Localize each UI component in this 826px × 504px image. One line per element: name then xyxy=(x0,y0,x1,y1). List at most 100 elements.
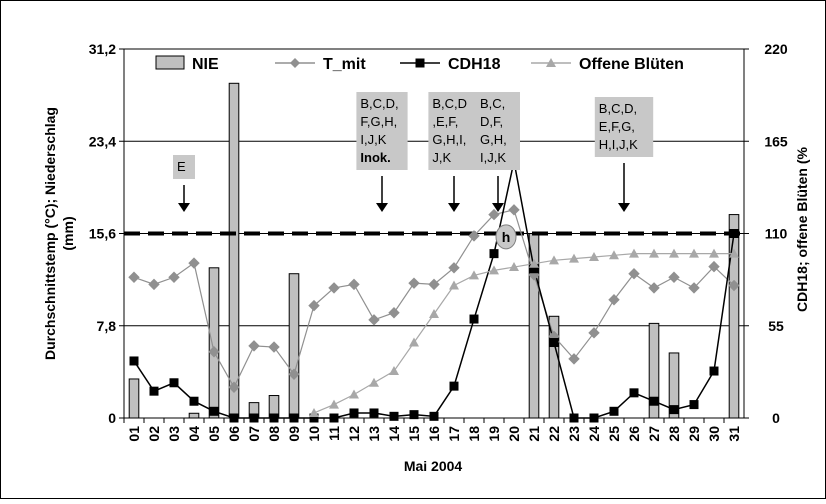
annotation-text: E xyxy=(177,159,186,174)
y-left-axis-title: Durchschnittstemp (°C); Niederschlag xyxy=(42,107,58,360)
point-cdh18 xyxy=(549,338,559,348)
x-tick-label: 13 xyxy=(366,426,382,442)
legend-label: T_mit xyxy=(323,56,366,73)
point-offene-bl-ten xyxy=(589,251,599,261)
point-t-mit xyxy=(408,277,420,289)
point-t-mit xyxy=(488,208,500,221)
x-tick-label: 15 xyxy=(406,426,422,442)
point-offene-bl-ten xyxy=(429,309,439,319)
annotation-text: B,C,D xyxy=(432,96,467,111)
point-t-mit xyxy=(328,282,340,294)
point-offene-bl-ten xyxy=(669,248,679,258)
y-left-tick-label: 23,4 xyxy=(89,133,116,149)
y-left-tick-label: 7,8 xyxy=(97,318,117,334)
point-t-mit xyxy=(648,282,660,294)
x-tick-label: 14 xyxy=(386,426,402,442)
bar-nie xyxy=(648,322,660,419)
point-t-mit xyxy=(208,346,220,358)
annotation-arrow-head xyxy=(492,203,504,212)
y-left-axis-title-line2: (mm) xyxy=(60,216,76,250)
point-cdh18 xyxy=(249,413,259,423)
annotation-3: B,C, D,F, G,H, I,J,K xyxy=(476,92,520,212)
x-tick-label: 20 xyxy=(506,426,522,442)
point-cdh18 xyxy=(189,396,199,406)
y-right-tick-label: 110 xyxy=(765,226,788,242)
point-cdh18 xyxy=(589,413,599,423)
point-offene-bl-ten xyxy=(709,248,719,258)
point-offene-bl-ten xyxy=(529,258,539,268)
annotation-text: D,F, xyxy=(480,114,503,129)
bar-nie xyxy=(668,352,680,419)
point-offene-bl-ten xyxy=(569,253,579,263)
x-tick-label: 31 xyxy=(726,426,742,442)
point-t-mit xyxy=(588,327,600,339)
point-offene-bl-ten xyxy=(389,366,399,376)
annotation-arrow-head xyxy=(376,203,388,212)
x-tick-label: 05 xyxy=(206,426,222,442)
y-right-axis-title: CDH18; offene Blüten (% xyxy=(794,147,810,312)
point-t-mit xyxy=(708,260,720,273)
point-t-mit xyxy=(508,204,520,216)
y-left-tick-label: 15,6 xyxy=(89,226,116,242)
legend-item-t-mit: T_mit xyxy=(275,56,366,73)
point-t-mit xyxy=(428,278,440,291)
x-tick-label: 01 xyxy=(126,426,142,442)
legend-marker-t-mit xyxy=(290,58,300,68)
point-cdh18 xyxy=(609,406,619,416)
bar-nie xyxy=(548,315,560,419)
x-tick-label: 10 xyxy=(306,426,322,442)
point-t-mit xyxy=(568,353,580,365)
x-tick-label: 03 xyxy=(166,426,182,442)
point-offene-bl-ten xyxy=(549,255,559,265)
y-right-tick-label: 220 xyxy=(764,41,788,57)
annotation-text: B,C, xyxy=(480,96,505,111)
annotation-text: H,I,J,K xyxy=(599,137,638,152)
x-tick-label: 18 xyxy=(466,426,482,442)
x-tick-label: 07 xyxy=(246,426,262,442)
point-cdh18 xyxy=(209,406,219,416)
point-cdh18 xyxy=(269,413,279,423)
point-cdh18 xyxy=(649,396,659,406)
x-tick-label: 12 xyxy=(346,426,362,442)
legend-marker-cdh18 xyxy=(415,58,425,68)
point-t-mit xyxy=(448,262,460,274)
legend-label: CDH18 xyxy=(448,56,501,73)
annotation-text: I,J,K xyxy=(480,150,506,165)
x-tick-label: 16 xyxy=(426,426,442,442)
point-t-mit xyxy=(728,279,740,292)
point-cdh18 xyxy=(309,413,319,423)
point-cdh18 xyxy=(669,405,679,415)
legend-item-nie: NIE xyxy=(155,55,219,73)
point-cdh18 xyxy=(289,413,299,423)
point-t-mit xyxy=(688,282,700,294)
x-tick-label: 29 xyxy=(686,426,702,442)
x-tick-label: 26 xyxy=(626,426,642,442)
point-t-mit xyxy=(128,271,140,283)
bar-nie xyxy=(208,267,220,419)
legend-swatch-nie xyxy=(155,55,185,70)
point-t-mit xyxy=(388,307,400,319)
x-tick-label: 09 xyxy=(286,426,302,442)
point-cdh18 xyxy=(729,229,739,238)
point-t-mit xyxy=(628,268,640,280)
point-offene-bl-ten xyxy=(409,337,419,347)
annotation-box xyxy=(476,92,520,170)
point-t-mit xyxy=(608,294,620,306)
y-left-tick-label: 0 xyxy=(108,410,116,426)
legend-item-cdh18: CDH18 xyxy=(400,56,501,73)
y-right-tick-label: 165 xyxy=(764,133,788,149)
x-tick-label: 06 xyxy=(226,426,242,442)
point-cdh18 xyxy=(449,381,459,391)
point-offene-bl-ten xyxy=(349,389,359,399)
annotation-box xyxy=(356,92,408,170)
x-tick-label: 11 xyxy=(326,426,342,441)
point-cdh18 xyxy=(469,314,479,324)
point-t-mit xyxy=(248,340,260,352)
x-tick-label: 19 xyxy=(486,426,502,442)
annotation-text: I,J,K xyxy=(360,132,386,147)
point-offene-bl-ten xyxy=(489,265,499,275)
point-cdh18 xyxy=(129,356,139,366)
point-cdh18 xyxy=(409,410,419,420)
x-tick-label: 22 xyxy=(546,426,562,442)
